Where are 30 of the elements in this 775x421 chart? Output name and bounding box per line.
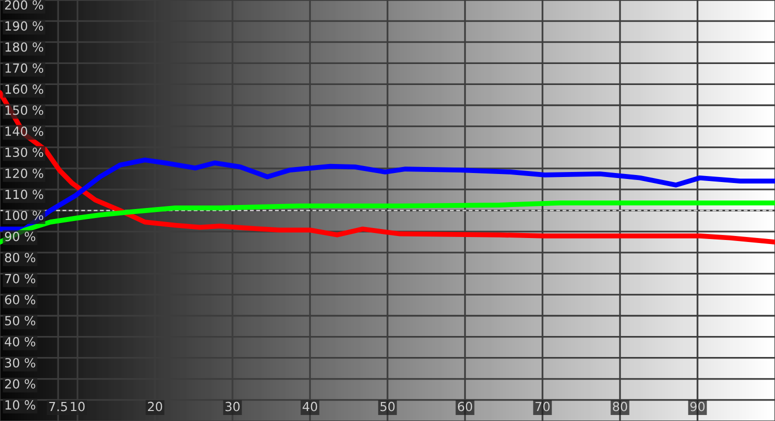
y-tick-label: 80 % bbox=[5, 252, 36, 262]
x-tick-label: 80 bbox=[612, 402, 628, 412]
y-tick-label: 10 % bbox=[6, 400, 36, 410]
y-tick-label: 180 % bbox=[6, 42, 44, 52]
y-tick-label: 130 % bbox=[6, 148, 44, 158]
x-tick-label: 30 bbox=[226, 402, 240, 412]
x-tick-label: 50 bbox=[380, 402, 395, 412]
y-tick-label: 100 % bbox=[6, 210, 44, 220]
y-tick-label: 160 % bbox=[6, 84, 44, 94]
y-tick-label: 170 % bbox=[6, 63, 44, 73]
y-tick-label: 20 % bbox=[5, 379, 36, 389]
y-tick-label: 40 % bbox=[4, 337, 36, 346]
y-tick-label: 30 % bbox=[5, 358, 36, 368]
x-tick-label: 70 bbox=[536, 402, 550, 412]
x-tick-label: 60 bbox=[458, 402, 472, 412]
y-tick-label: 190 % bbox=[6, 21, 44, 31]
x-tick-label: 90 bbox=[690, 402, 705, 412]
y-tick-label: 60 % bbox=[5, 294, 36, 304]
x-tick-label: 10 bbox=[70, 402, 85, 412]
y-tick-label: 120 % bbox=[6, 168, 44, 178]
y-tick-label: 110 % bbox=[6, 190, 44, 200]
x-tick-label: 7.5 bbox=[49, 402, 67, 412]
y-tick-label: 140 % bbox=[6, 126, 44, 136]
y-tick-label: 90 % bbox=[4, 232, 36, 242]
x-tick-label: 20 bbox=[148, 402, 162, 412]
y-tick-label: 200 % bbox=[5, 0, 44, 10]
y-tick-label: 70 % bbox=[5, 274, 36, 284]
y-tick-label: 150 % bbox=[6, 105, 44, 115]
x-tick-label: 40 bbox=[302, 402, 318, 412]
y-tick-label: 50 % bbox=[5, 316, 36, 326]
